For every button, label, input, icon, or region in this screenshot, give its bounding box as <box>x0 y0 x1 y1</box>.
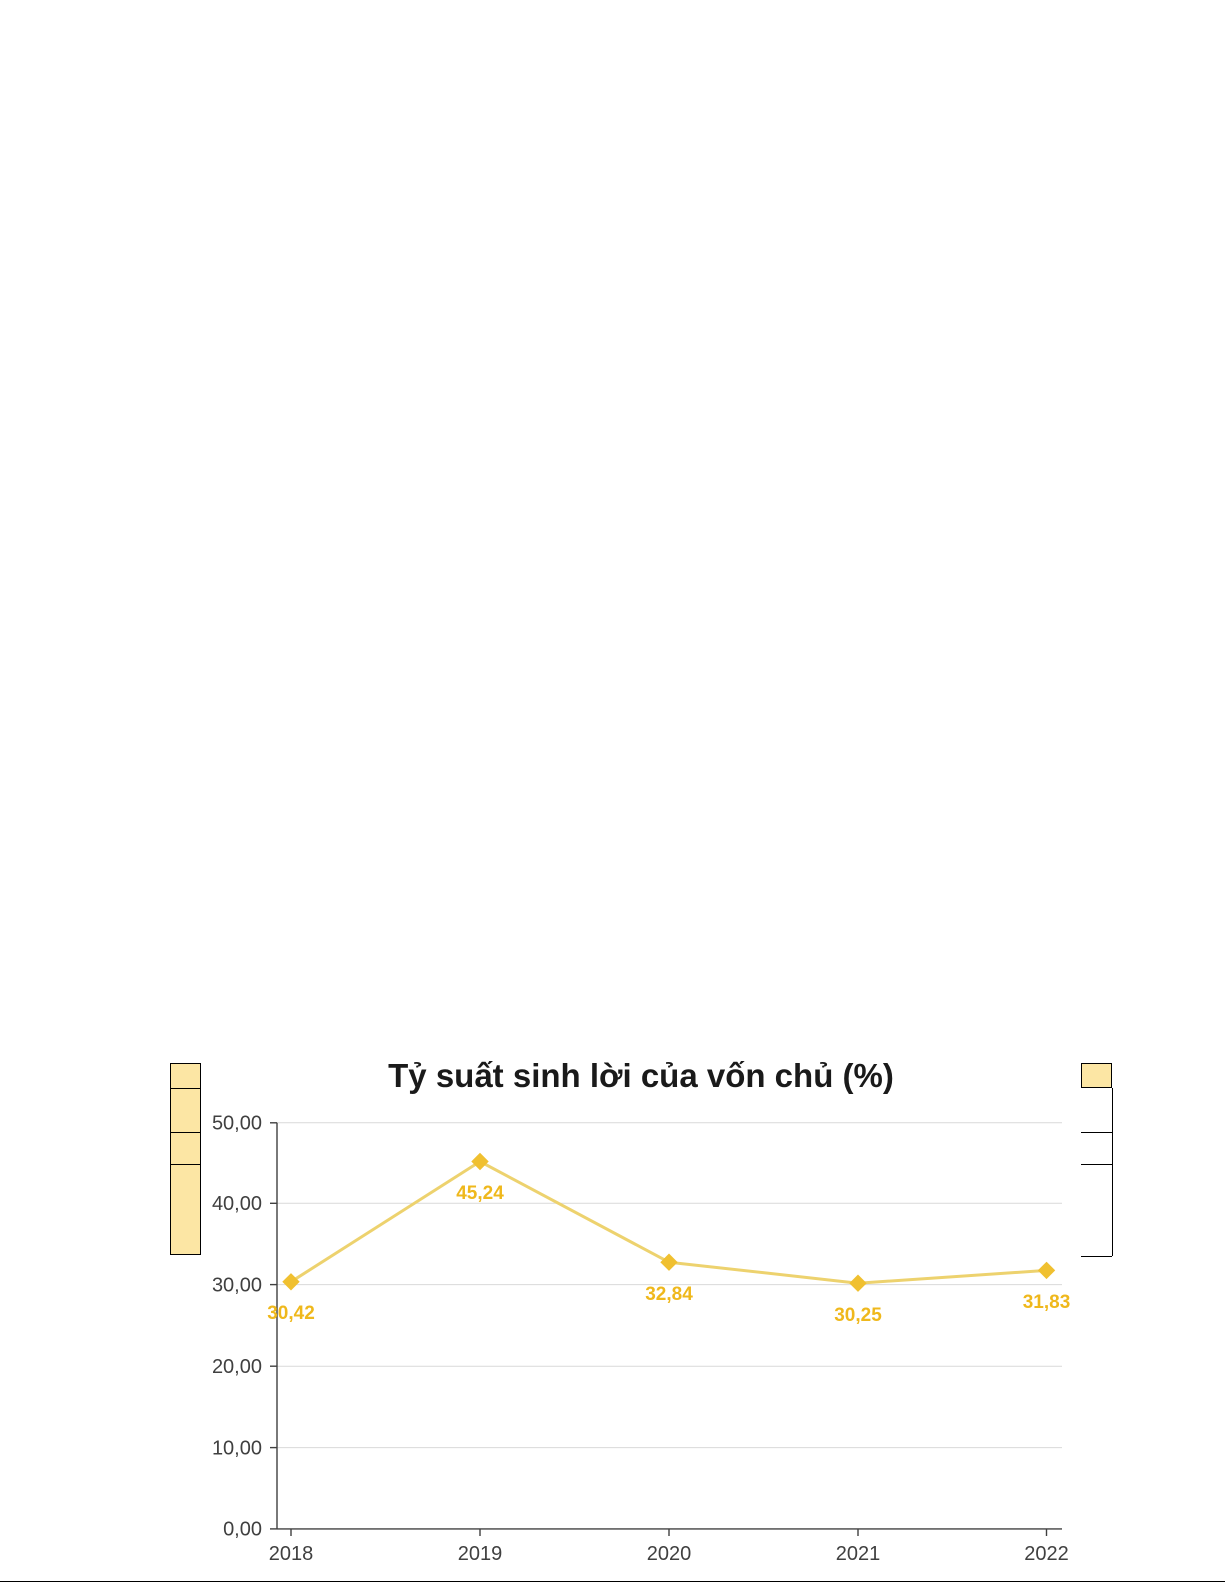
svg-text:2022: 2022 <box>1024 1543 1069 1565</box>
svg-text:2021: 2021 <box>836 1543 881 1565</box>
svg-text:20,00: 20,00 <box>212 1356 262 1378</box>
svg-text:10,00: 10,00 <box>212 1437 262 1459</box>
svg-text:31,83: 31,83 <box>1023 1292 1071 1313</box>
svg-text:40,00: 40,00 <box>212 1193 262 1215</box>
svg-text:30,00: 30,00 <box>212 1274 262 1296</box>
svg-text:0,00: 0,00 <box>223 1519 262 1541</box>
svg-text:30,42: 30,42 <box>267 1303 315 1324</box>
svg-text:30,25: 30,25 <box>834 1305 882 1326</box>
svg-text:32,84: 32,84 <box>645 1284 693 1305</box>
svg-text:2020: 2020 <box>647 1543 692 1565</box>
svg-text:2018: 2018 <box>269 1543 314 1565</box>
svg-text:50,00: 50,00 <box>212 1113 262 1135</box>
svg-text:2019: 2019 <box>458 1543 503 1565</box>
svg-text:45,24: 45,24 <box>456 1183 504 1204</box>
